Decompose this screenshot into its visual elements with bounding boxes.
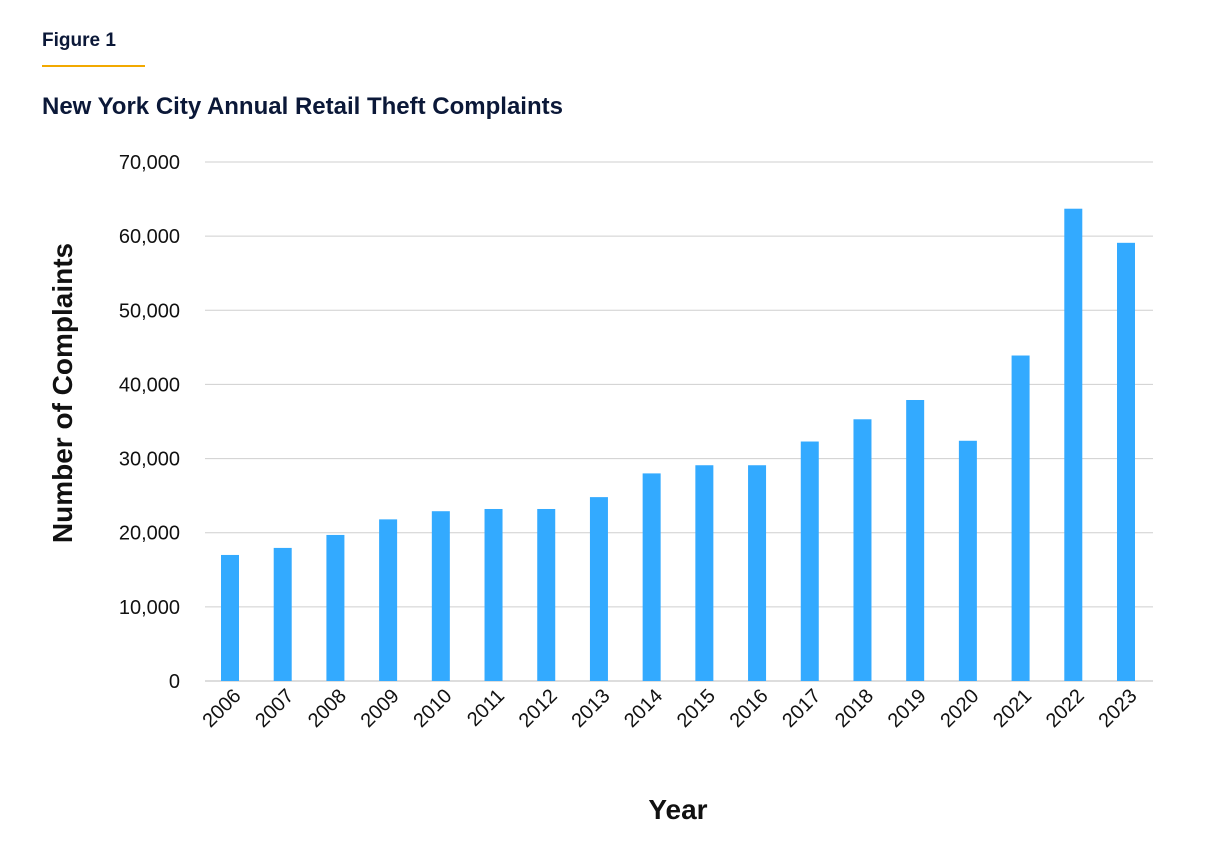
x-tick-label: 2017 xyxy=(778,685,825,732)
bar-2017 xyxy=(800,441,819,681)
bar-2012 xyxy=(537,508,556,681)
x-axis-label: Year xyxy=(648,794,707,825)
x-tick-label: 2015 xyxy=(673,685,720,732)
x-tick-label: 2022 xyxy=(1042,685,1089,732)
bar-2018 xyxy=(853,419,872,681)
x-tick-label: 2018 xyxy=(831,685,878,732)
bar-2006 xyxy=(221,554,239,681)
y-tick-label: 50,000 xyxy=(119,300,180,322)
bar-2023 xyxy=(1117,242,1135,681)
bar-2011 xyxy=(484,508,503,681)
x-tick-label: 2010 xyxy=(409,685,456,732)
x-tick-label: 2023 xyxy=(1095,685,1142,732)
bar-2014 xyxy=(642,473,661,681)
x-tick-label: 2020 xyxy=(936,685,983,732)
x-tick-label: 2008 xyxy=(304,685,351,732)
bar-2021 xyxy=(1011,355,1030,681)
x-tick-label: 2021 xyxy=(989,685,1036,732)
bar-2016 xyxy=(748,465,767,681)
bar-2015 xyxy=(695,465,714,681)
y-tick-label: 10,000 xyxy=(119,597,180,619)
bar-2009 xyxy=(379,519,398,681)
bar-2008 xyxy=(326,534,345,681)
bar-2013 xyxy=(589,497,608,681)
y-tick-label: 0 xyxy=(169,671,180,693)
y-tick-label: 40,000 xyxy=(119,374,180,396)
x-tick-label: 2012 xyxy=(515,685,562,732)
y-tick-label: 20,000 xyxy=(119,523,180,545)
bar-2019 xyxy=(906,399,925,681)
figure-label-underline xyxy=(42,65,145,67)
y-tick-label: 70,000 xyxy=(119,152,180,174)
x-tick-label: 2014 xyxy=(620,685,667,732)
x-tick-label: 2019 xyxy=(884,685,931,732)
x-tick-label: 2011 xyxy=(463,685,509,731)
bar-2010 xyxy=(431,511,450,681)
x-tick-label: 2007 xyxy=(251,685,298,732)
bar-2022 xyxy=(1064,208,1083,681)
y-tick-label: 30,000 xyxy=(119,449,180,471)
x-tick-label: 2013 xyxy=(567,685,614,732)
x-tick-label: 2016 xyxy=(726,685,773,732)
y-tick-label: 60,000 xyxy=(119,226,180,248)
x-tick-label: 2009 xyxy=(357,685,404,732)
bar-2007 xyxy=(273,547,292,681)
y-axis-label: Number of Complaints xyxy=(47,243,78,543)
x-tick-label: 2006 xyxy=(199,685,246,732)
chart-title: New York City Annual Retail Theft Compla… xyxy=(42,93,563,120)
figure-label: Figure 1 xyxy=(42,30,116,51)
bar-2020 xyxy=(958,440,977,681)
